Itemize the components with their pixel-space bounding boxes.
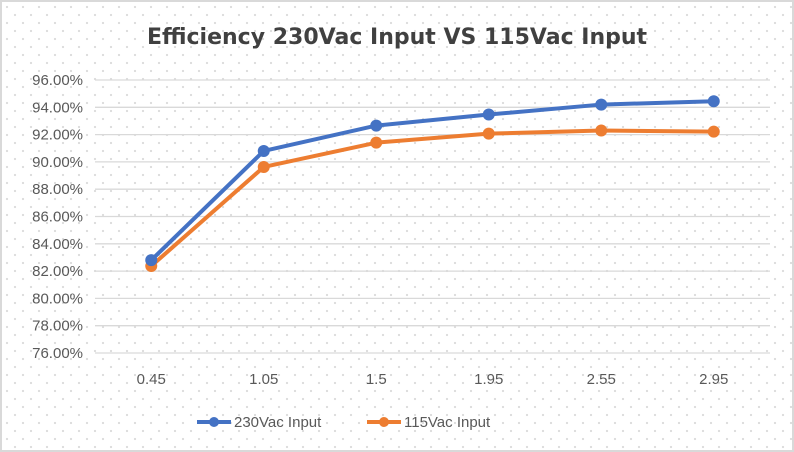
data-point <box>595 124 608 137</box>
data-point <box>257 160 270 173</box>
legend-item: 230Vac Input <box>197 414 322 431</box>
series-line <box>149 99 716 263</box>
data-point <box>707 95 720 108</box>
legend-swatch-marker <box>209 417 219 427</box>
y-tick-label: 78.00% <box>32 318 83 335</box>
series-230vac-input <box>145 95 720 267</box>
y-tick-label: 90.00% <box>32 154 83 171</box>
data-point <box>482 127 495 140</box>
y-tick-label: 84.00% <box>32 236 83 253</box>
y-tick-label: 82.00% <box>32 263 83 280</box>
data-point <box>370 119 383 132</box>
series <box>145 95 720 273</box>
y-tick-label: 96.00% <box>32 72 83 89</box>
y-axis-ticks: 76.00% 78.00% 80.00% 82.00% 84.00% 86.00% 88.0… <box>32 72 83 362</box>
y-tick-label: 88.00% <box>32 181 83 198</box>
legend-label: 115Vac Input <box>404 414 491 431</box>
legend: 230Vac Input 115Vac Input <box>197 414 491 431</box>
legend-swatch-marker <box>379 417 389 427</box>
data-point <box>595 98 608 111</box>
series-115vac-input <box>145 124 720 273</box>
data-point <box>257 144 270 157</box>
data-point <box>707 125 720 138</box>
y-tick-label: 86.00% <box>32 209 83 226</box>
y-tick-label: 80.00% <box>32 290 83 307</box>
y-tick-label: 92.00% <box>32 127 83 144</box>
legend-label: 230Vac Input <box>234 414 322 431</box>
chart-title: Efficiency 230Vac Input VS 115Vac Input <box>147 25 648 50</box>
x-tick-label: 1.95 <box>474 371 503 388</box>
legend-item: 115Vac Input <box>367 414 491 431</box>
data-point <box>370 136 383 149</box>
y-tick-label: 94.00% <box>32 99 83 116</box>
x-tick-label: 1.5 <box>366 371 387 388</box>
x-tick-label: 2.95 <box>699 371 728 388</box>
x-tick-label: 0.45 <box>137 371 166 388</box>
data-point <box>482 108 495 121</box>
x-axis-ticks: 0.45 1.05 1.5 1.95 2.55 2.95 <box>137 371 729 388</box>
x-tick-label: 2.55 <box>587 371 616 388</box>
x-tick-label: 1.05 <box>249 371 278 388</box>
data-point <box>145 254 158 267</box>
y-tick-label: 76.00% <box>32 345 83 362</box>
series-line <box>149 128 716 269</box>
